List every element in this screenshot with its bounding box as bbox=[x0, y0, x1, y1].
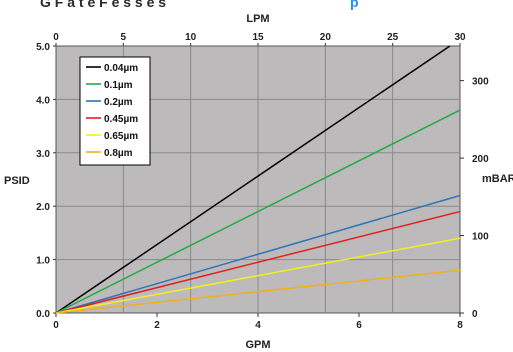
y2-axis-label: mBAR bbox=[482, 173, 513, 185]
series-line bbox=[55, 269, 461, 314]
x2-tick-label: 15 bbox=[252, 32, 264, 43]
series-line bbox=[55, 210, 461, 314]
x-tick-label: 4 bbox=[255, 320, 261, 331]
grid-layer bbox=[56, 46, 460, 313]
y2-tick-label: 0 bbox=[472, 309, 478, 320]
header-fragment-right: p bbox=[350, 0, 359, 10]
series-line bbox=[55, 45, 451, 314]
y2-tick-label: 300 bbox=[472, 77, 489, 88]
x2-tick-label: 5 bbox=[121, 32, 127, 43]
series-layer bbox=[55, 45, 461, 314]
series-line bbox=[55, 194, 461, 314]
legend-label: 0.2µm bbox=[104, 97, 133, 108]
y-tick-label: 1.0 bbox=[36, 256, 50, 267]
x-axis-label: GPM bbox=[245, 339, 270, 351]
x-tick-label: 8 bbox=[457, 320, 463, 331]
header-fragment-left: G F a t e F e s s e s bbox=[40, 0, 166, 10]
x-tick-label: 2 bbox=[154, 320, 160, 331]
y-tick-label: 5.0 bbox=[36, 42, 50, 53]
y-tick-label: 3.0 bbox=[36, 149, 50, 160]
legend-label: 0.65µm bbox=[104, 131, 138, 142]
legend: 0.04µm 0.1µm 0.2µm 0.45µm 0.65µm 0.8µm bbox=[79, 56, 151, 166]
y-tick-label: 2.0 bbox=[36, 202, 50, 213]
x2-axis-label: LPM bbox=[246, 13, 269, 25]
x2-tick-label: 10 bbox=[185, 32, 197, 43]
y2-tick-label: 200 bbox=[472, 154, 489, 165]
x2-tick-label: 0 bbox=[53, 32, 59, 43]
legend-label: 0.8µm bbox=[104, 148, 133, 159]
x-tick-label: 6 bbox=[356, 320, 362, 331]
legend-label: 0.45µm bbox=[104, 114, 138, 125]
y2-tick-label: 100 bbox=[472, 232, 489, 243]
series-line bbox=[55, 237, 461, 314]
legend-label: 0.1µm bbox=[104, 80, 133, 91]
y-tick-label: 0.0 bbox=[36, 309, 50, 320]
x2-tick-label: 20 bbox=[320, 32, 332, 43]
legend-label: 0.04µm bbox=[104, 63, 138, 74]
y-axis-label: PSID bbox=[4, 175, 30, 187]
x2-tick-label: 30 bbox=[454, 32, 466, 43]
x2-tick-label: 25 bbox=[387, 32, 399, 43]
legend-box bbox=[79, 56, 151, 166]
series-line bbox=[55, 109, 461, 314]
y-tick-label: 4.0 bbox=[36, 95, 50, 106]
x-tick-label: 0 bbox=[53, 320, 59, 331]
axis-layer: 0.01.02.03.04.05.00 5 10 15 20 25 300 2 4 6 801002… bbox=[36, 32, 489, 331]
